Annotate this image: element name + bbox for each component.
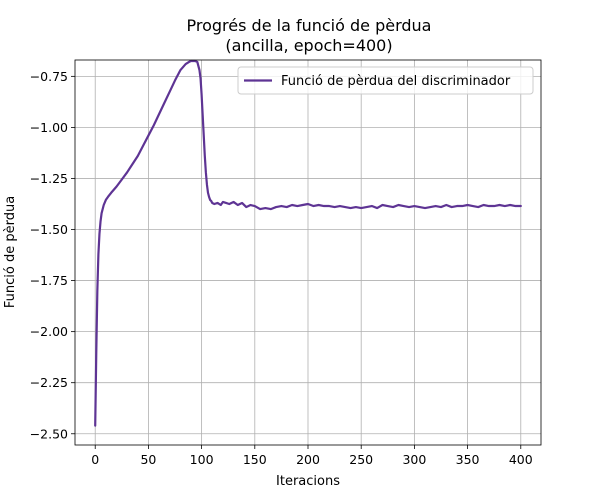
y-tick-label: −2.00: [30, 324, 68, 339]
y-tick-label: −1.75: [30, 273, 68, 288]
series-line-discriminator-loss: [94, 59, 522, 427]
y-axis-label: Funció de pèrdua: [3, 196, 18, 308]
chart-title-line-1: Progrés de la funció de pèrdua: [187, 16, 432, 35]
x-tick-label: 350: [456, 452, 480, 467]
x-tick-label: 250: [349, 452, 373, 467]
x-tick-label: 50: [140, 452, 156, 467]
grid: [75, 60, 541, 445]
x-axis-label: Iteracions: [276, 474, 340, 489]
chart-title-line-2: (ancilla, epoch=400): [225, 36, 392, 55]
legend-label-discriminator-loss: Funció de pèrdua del discriminador: [281, 74, 511, 89]
y-tick-label: −1.50: [30, 222, 68, 237]
x-tick-label: 0: [91, 452, 99, 467]
x-tick-label: 400: [509, 452, 533, 467]
x-tick-label: 300: [402, 452, 426, 467]
y-tick-label: −0.75: [30, 69, 68, 84]
plot-frame: [74, 59, 542, 446]
x-tick-label: 200: [296, 452, 320, 467]
legend: Funció de pèrdua del discriminador: [237, 66, 534, 95]
chart-title: Progrés de la funció de pèrdua (ancilla,…: [187, 16, 432, 55]
series-layer: [94, 59, 522, 427]
axis-ticks: 0 50 100 150 200 250 300 350 400 −2.50 −2.25 −2.00 −…: [30, 69, 533, 467]
x-tick-label: 150: [243, 452, 267, 467]
y-tick-label: −2.50: [30, 426, 68, 441]
y-tick-label: −1.25: [30, 171, 68, 186]
x-tick-label: 100: [190, 452, 214, 467]
y-tick-label: −1.00: [30, 120, 68, 135]
y-tick-label: −2.25: [30, 375, 68, 390]
legend-box: [237, 66, 534, 95]
